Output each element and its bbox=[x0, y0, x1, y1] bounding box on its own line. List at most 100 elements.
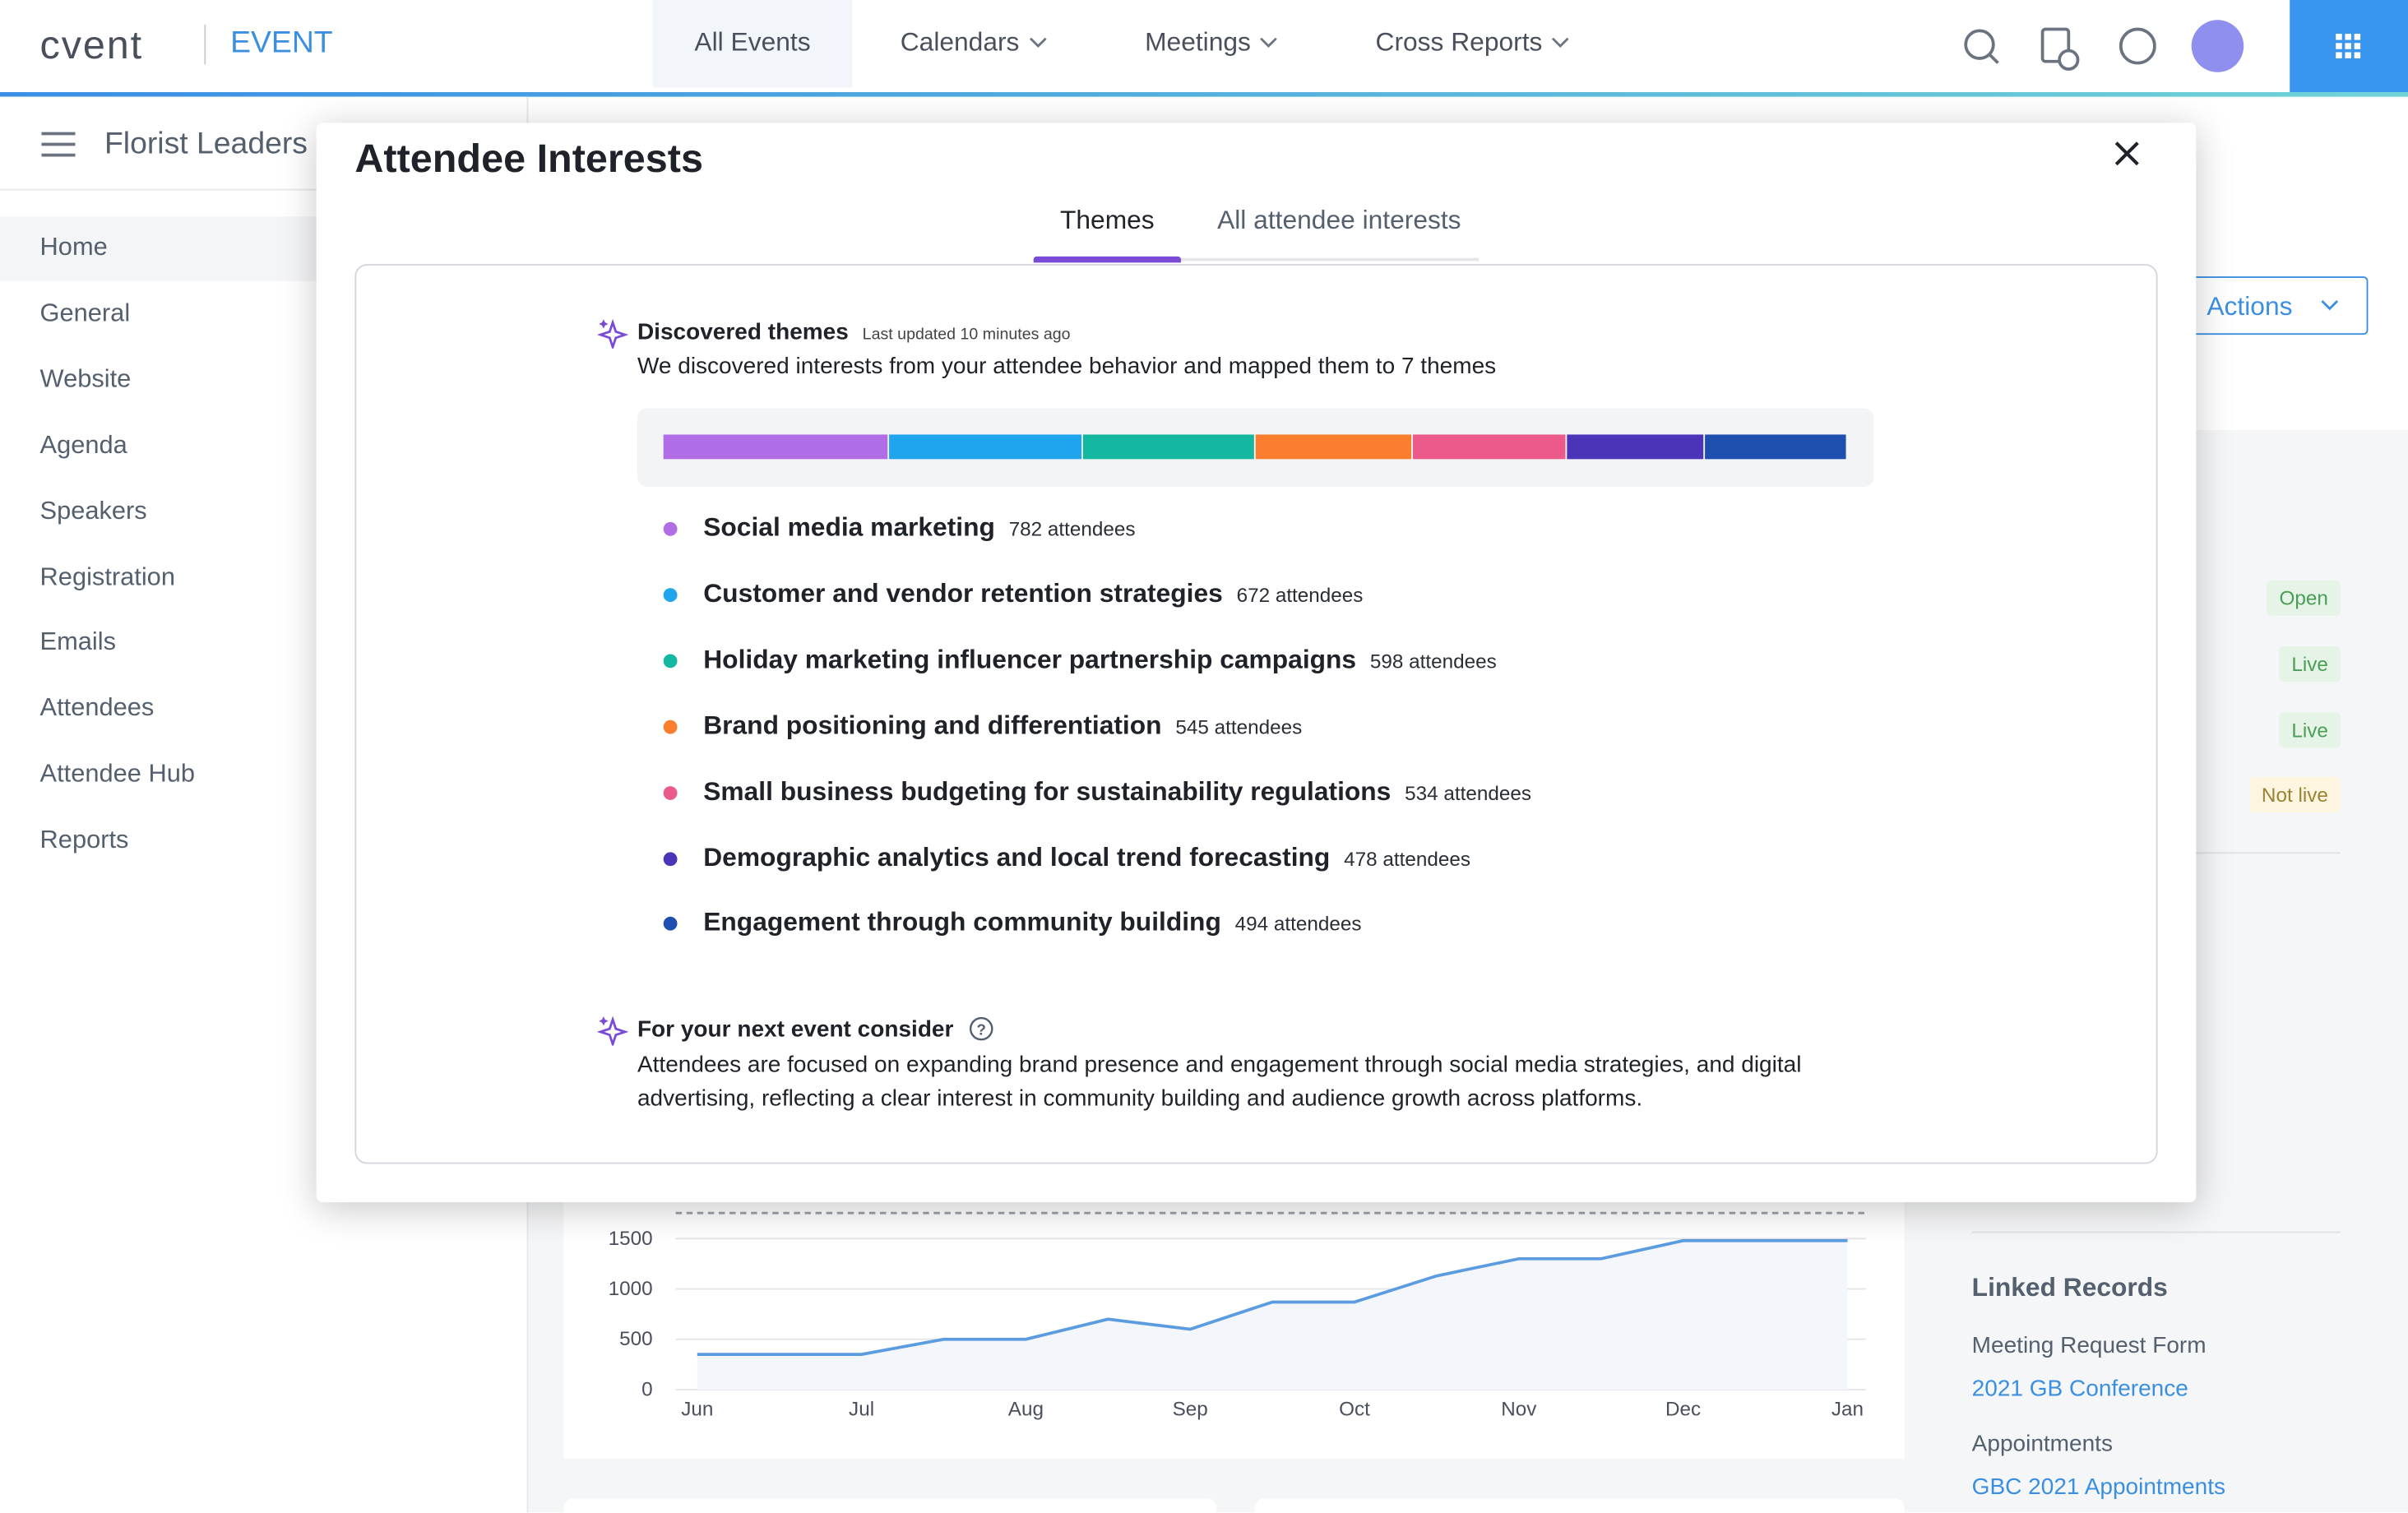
actions-button[interactable]: Actions bbox=[2180, 276, 2369, 335]
header-accent bbox=[0, 92, 2408, 97]
divider bbox=[204, 24, 206, 65]
card bbox=[1254, 1498, 1905, 1513]
sidebar-item[interactable]: Home bbox=[39, 233, 108, 261]
search-icon[interactable] bbox=[1964, 29, 1995, 60]
reports-icon[interactable] bbox=[2040, 27, 2071, 63]
updated-label: Last updated 10 minutes ago bbox=[862, 325, 1071, 345]
theme-segment bbox=[663, 434, 888, 460]
record-link[interactable]: 2021 GB Conference bbox=[1971, 1376, 2188, 1402]
nav-label: Calendars bbox=[900, 27, 1020, 58]
discovered-description: We discovered interests from your attend… bbox=[637, 353, 1497, 380]
theme-row: Social media marketing 782 attendees bbox=[703, 513, 1135, 544]
x-tick-label: Dec bbox=[1665, 1399, 1701, 1421]
suggestion-text: Attendees are focused on expanding brand… bbox=[637, 1052, 1802, 1112]
theme-row: Customer and vendor retention strategies… bbox=[703, 579, 1363, 609]
theme-segment bbox=[1255, 434, 1412, 460]
theme-segment bbox=[1705, 434, 1846, 460]
top-bar: cvent EVENT All Events Calendars Meetings C… bbox=[0, 0, 2408, 93]
theme-name: Brand positioning and differentiation bbox=[703, 710, 1162, 740]
nav-label: Cross Reports bbox=[1375, 27, 1543, 58]
line bbox=[697, 1238, 1848, 1356]
sidebar-item[interactable]: Attendee Hub bbox=[39, 760, 196, 789]
theme-name: Demographic analytics and local trend fo… bbox=[703, 842, 1331, 872]
sparkle-icon bbox=[597, 1016, 628, 1046]
y-tick-label: 500 bbox=[619, 1328, 652, 1350]
tab[interactable]: Themes bbox=[1059, 206, 1155, 235]
sidebar-item[interactable]: Speakers bbox=[39, 497, 147, 525]
svg-text:?: ? bbox=[977, 1021, 986, 1039]
status-badge: Live bbox=[2279, 645, 2341, 682]
theme-segment bbox=[1567, 434, 1704, 460]
nav-item[interactable]: All Events bbox=[652, 0, 853, 88]
nav-item[interactable]: Calendars bbox=[852, 0, 1098, 87]
theme-name: Customer and vendor retention strategies bbox=[703, 578, 1223, 608]
apps-button[interactable] bbox=[2290, 0, 2408, 93]
theme-count: 534 attendees bbox=[1405, 780, 1532, 804]
menu-icon[interactable] bbox=[41, 131, 78, 159]
suggestion-title: For your next event consider ? bbox=[637, 1016, 993, 1043]
sidebar-item[interactable]: Website bbox=[39, 365, 132, 393]
help-icon[interactable] bbox=[2119, 27, 2156, 65]
event-name: Florist Leaders bbox=[104, 127, 308, 162]
status-badge: Not live bbox=[2248, 777, 2341, 813]
discovered-title: Discovered themes Last updated 10 minutes… bbox=[637, 319, 1071, 345]
theme-row: Brand positioning and differentiation 545… bbox=[703, 710, 1302, 741]
header-icons bbox=[1964, 20, 2244, 72]
close-button[interactable] bbox=[2113, 140, 2141, 168]
divider bbox=[0, 188, 527, 191]
themes-panel: Discovered themes Last updated 10 minutes… bbox=[354, 264, 2158, 1164]
record-link[interactable]: GBC 2021 Appointments bbox=[1971, 1474, 2225, 1501]
sidebar-item[interactable]: Registration bbox=[39, 562, 175, 590]
actions-label: Actions bbox=[2207, 291, 2293, 322]
record-label: Appointments bbox=[1971, 1431, 2113, 1458]
tab[interactable]: All attendee interests bbox=[1217, 206, 1461, 235]
theme-bar bbox=[663, 434, 1846, 460]
logo: cvent bbox=[39, 21, 143, 68]
sidebar-item[interactable]: Emails bbox=[39, 628, 117, 657]
sidebar-item[interactable]: Agenda bbox=[39, 431, 127, 459]
divider bbox=[1971, 1231, 2341, 1233]
theme-row: Engagement through community building 494… bbox=[703, 908, 1361, 938]
tab-indicator bbox=[1033, 256, 1181, 263]
chevron bbox=[1261, 37, 1278, 49]
chevron bbox=[1029, 37, 1047, 49]
tab-track bbox=[1033, 257, 1480, 261]
suggestion-title-text: For your next event consider bbox=[637, 1016, 954, 1043]
theme-row: Holiday marketing influencer partnership… bbox=[703, 645, 1497, 675]
sidebar-item[interactable]: General bbox=[39, 298, 131, 327]
sidebar-item[interactable]: Attendees bbox=[39, 694, 155, 723]
avatar[interactable] bbox=[2191, 20, 2244, 72]
y-tick-label: 1000 bbox=[609, 1278, 653, 1300]
theme-name: Holiday marketing influencer partnership… bbox=[703, 644, 1357, 674]
status-badge: Open bbox=[2267, 580, 2341, 616]
nav-item[interactable]: Meetings bbox=[1098, 0, 1328, 87]
x-tick-label: Aug bbox=[1008, 1399, 1044, 1421]
theme-dot bbox=[663, 917, 678, 932]
x-tick-label: Jul bbox=[849, 1399, 874, 1421]
help-icon[interactable]: ? bbox=[969, 1016, 993, 1041]
area bbox=[697, 1240, 1848, 1390]
x-tick-label: Jan bbox=[1831, 1399, 1864, 1421]
modal-title: Attendee Interests bbox=[354, 135, 703, 182]
sparkle-icon bbox=[597, 318, 628, 349]
sidebar-item[interactable]: Reports bbox=[39, 826, 129, 854]
nav-item[interactable]: Cross Reports bbox=[1328, 0, 1620, 87]
linked-records-title: Linked Records bbox=[1971, 1273, 2168, 1302]
chevron bbox=[1552, 37, 1570, 49]
theme-dot bbox=[663, 719, 678, 734]
nav-label: Meetings bbox=[1145, 27, 1251, 58]
y-tick-label: 1500 bbox=[609, 1228, 653, 1250]
theme-row: Small business budgeting for sustainabil… bbox=[703, 776, 1531, 807]
theme-name: Small business budgeting for sustainabil… bbox=[703, 776, 1392, 806]
theme-count: 478 attendees bbox=[1344, 846, 1471, 870]
theme-row: Demographic analytics and local trend fo… bbox=[703, 842, 1470, 872]
modal: Attendee Interests Themes All attendee i… bbox=[316, 123, 2197, 1203]
theme-dot bbox=[663, 851, 678, 866]
x-tick-label: Sep bbox=[1173, 1399, 1208, 1421]
theme-segment bbox=[889, 434, 1082, 460]
x-tick-label: Oct bbox=[1339, 1399, 1370, 1421]
apps-icon bbox=[2336, 34, 2361, 58]
theme-count: 494 attendees bbox=[1234, 912, 1362, 936]
